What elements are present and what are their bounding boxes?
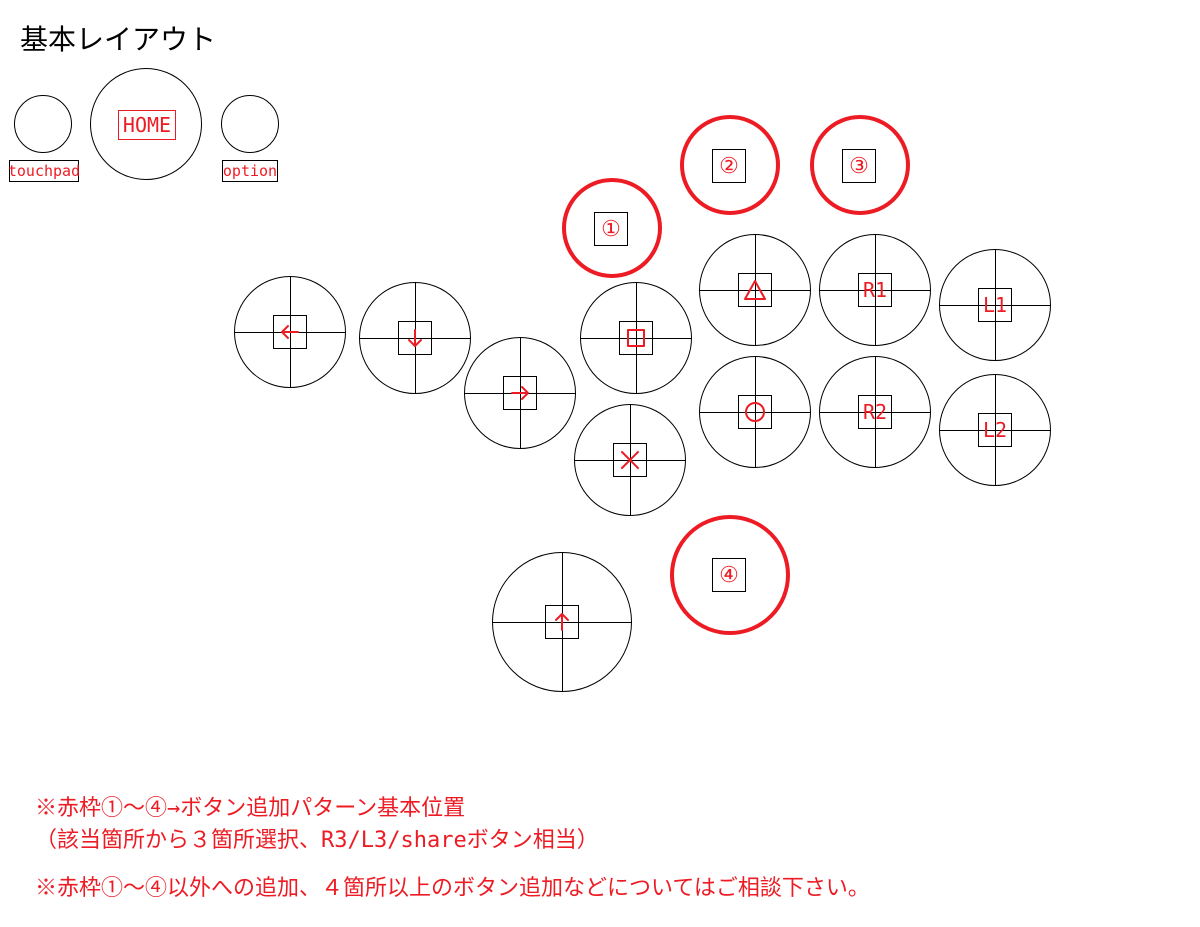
label-text-touchpad: touchpad xyxy=(8,162,80,180)
symbol-text-l2: L2 xyxy=(983,418,1007,442)
symbol-box-circle xyxy=(738,395,772,429)
label-text-slot3: ③ xyxy=(849,154,869,179)
label-box-slot1: ① xyxy=(594,212,628,246)
label-text-slot1: ① xyxy=(601,217,621,242)
symbol-text-r1: R1 xyxy=(863,278,887,302)
label-text-option: option xyxy=(223,162,277,180)
symbol-box-dpad-down xyxy=(398,321,432,355)
label-box-option: option xyxy=(222,160,278,182)
arrow-down-icon xyxy=(401,324,429,352)
symbol-text-r2: R2 xyxy=(863,400,887,424)
touchpad-button[interactable] xyxy=(14,95,72,153)
label-box-slot4: ④ xyxy=(712,558,746,592)
symbol-box-dpad-up xyxy=(545,605,579,639)
label-text-home: HOME xyxy=(123,113,171,137)
arrow-right-icon xyxy=(506,379,534,407)
square-icon xyxy=(622,324,650,352)
cross-icon xyxy=(616,446,644,474)
symbol-box-dpad-left xyxy=(273,315,307,349)
option-button[interactable] xyxy=(221,95,279,153)
label-text-slot4: ④ xyxy=(719,563,739,588)
arrow-up-icon xyxy=(548,608,576,636)
symbol-box-l2: L2 xyxy=(978,413,1012,447)
label-box-slot3: ③ xyxy=(842,149,876,183)
symbol-box-r1: R1 xyxy=(858,273,892,307)
footnote-1: ※赤枠①～④→ボタン追加パターン基本位置 （該当箇所から３箇所選択、R3/L3/… xyxy=(35,790,599,854)
footnote-2: ※赤枠①～④以外への追加、４箇所以上のボタン追加などについてはご相談下さい。 xyxy=(35,870,870,902)
label-text-slot2: ② xyxy=(719,154,739,179)
symbol-text-l1: L1 xyxy=(983,293,1007,317)
symbol-box-square xyxy=(619,321,653,355)
symbol-box-r2: R2 xyxy=(858,395,892,429)
arrow-left-icon xyxy=(276,318,304,346)
circle-sym-icon xyxy=(741,398,769,426)
symbol-box-dpad-right xyxy=(503,376,537,410)
triangle-icon xyxy=(741,276,769,304)
label-box-slot2: ② xyxy=(712,149,746,183)
label-box-touchpad: touchpad xyxy=(9,160,79,182)
symbol-box-cross xyxy=(613,443,647,477)
page-title: 基本レイアウト xyxy=(20,18,216,58)
symbol-box-triangle xyxy=(738,273,772,307)
label-box-home: HOME xyxy=(118,110,176,140)
symbol-box-l1: L1 xyxy=(978,288,1012,322)
